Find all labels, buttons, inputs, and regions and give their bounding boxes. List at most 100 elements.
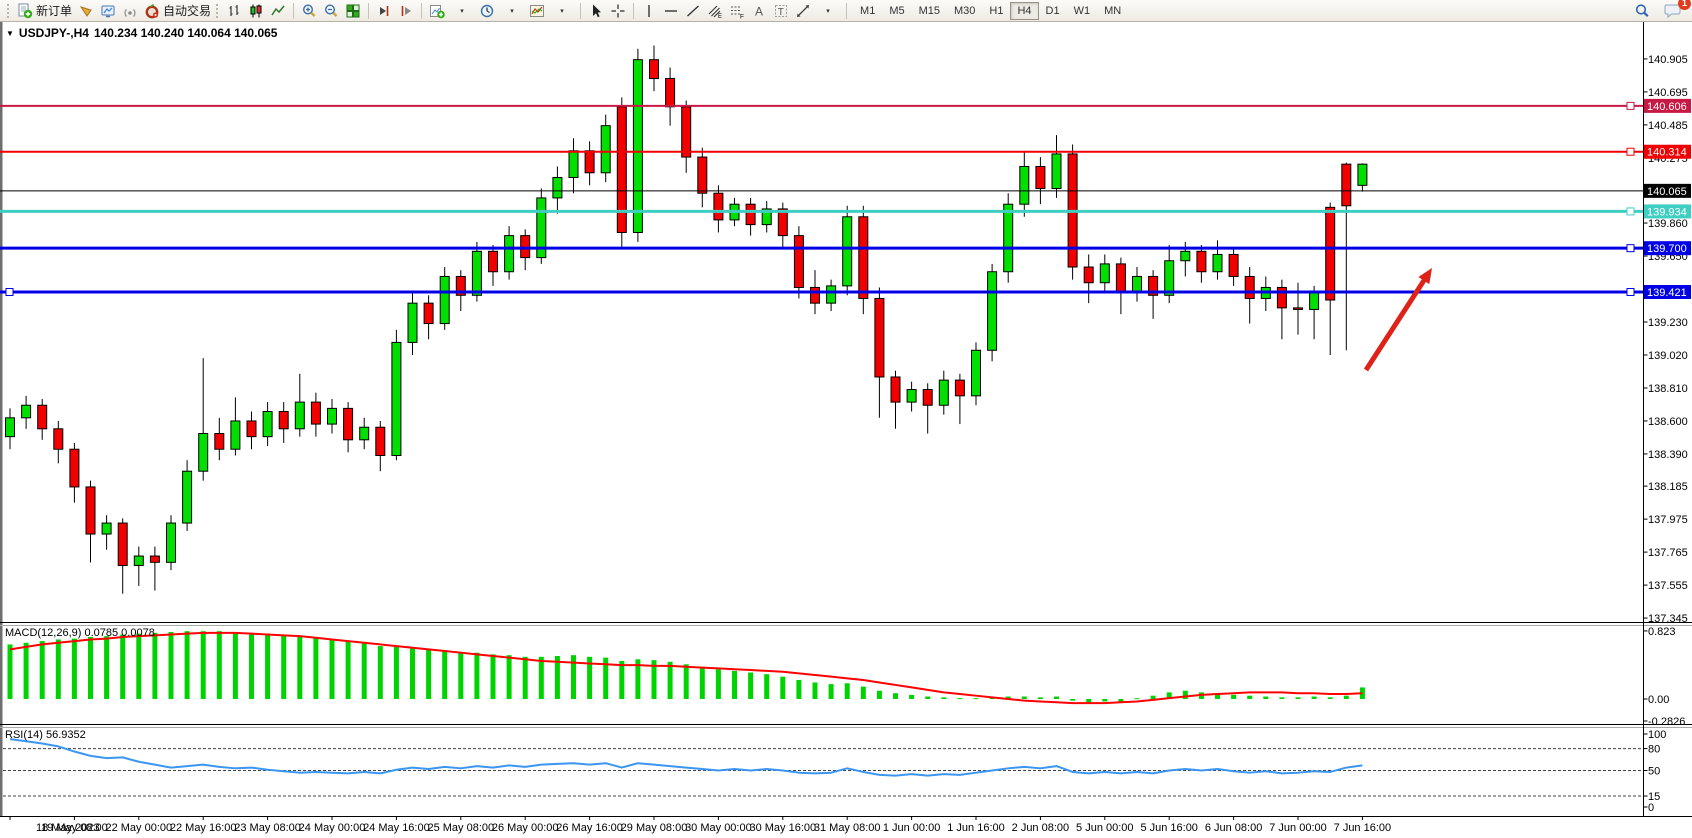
autotrading-button[interactable]: 自动交易 <box>141 1 214 21</box>
toolbar-grabber[interactable] <box>7 3 12 18</box>
trend-arrow-annotation[interactable] <box>1363 268 1432 372</box>
svg-text:24 May 00:00: 24 May 00:00 <box>299 822 366 834</box>
bar-chart-button[interactable] <box>223 1 245 21</box>
macd-bar <box>216 631 222 699</box>
macd-bar <box>876 690 882 699</box>
candlestick-chart-button[interactable] <box>245 1 267 21</box>
tf-button-M1[interactable]: M1 <box>853 2 882 20</box>
toolbar-grabber[interactable] <box>216 3 221 18</box>
new-order-label: 新订单 <box>36 4 73 18</box>
tf-button-M30[interactable]: M30 <box>947 2 982 20</box>
macd-bar <box>1086 699 1092 703</box>
price-tag <box>1644 144 1691 159</box>
indicators-button[interactable] <box>426 1 448 21</box>
signals-button[interactable] <box>119 1 141 21</box>
zoom-out-button[interactable] <box>320 1 342 21</box>
crosshair-button[interactable] <box>607 1 629 21</box>
tf-button-M5[interactable]: M5 <box>882 2 911 20</box>
arrows-dropdown-caret[interactable]: ▾ <box>826 7 830 15</box>
svg-text:18 May 2023: 18 May 2023 <box>36 822 100 834</box>
periods-button[interactable] <box>476 1 498 21</box>
timeframe-bar: M1 M5 M15 M30 H1 H4 D1 W1 MN <box>853 1 1128 20</box>
candle <box>954 373 965 425</box>
line-handle[interactable] <box>1626 147 1635 156</box>
candle <box>1132 267 1142 302</box>
macd-bar <box>909 694 915 699</box>
macd-panel: 0.823 0.00 -0.2826 <box>7 626 1685 728</box>
tf-button-H1[interactable]: H1 <box>982 2 1010 20</box>
tf-button-H4[interactable]: H4 <box>1010 1 1039 20</box>
candle <box>826 279 837 312</box>
fibonacci-button[interactable]: F <box>726 1 748 21</box>
notification-badge[interactable]: 1 <box>1678 0 1691 10</box>
macd-bar <box>23 642 29 699</box>
arrows-tool-button[interactable] <box>792 1 814 21</box>
candle <box>1164 245 1175 304</box>
svg-text:26 May 00:00: 26 May 00:00 <box>492 822 559 834</box>
horizontal-line-140.606[interactable]: 140.606 <box>0 98 1691 113</box>
horizontal-line-button[interactable] <box>660 1 682 21</box>
svg-text:140.606: 140.606 <box>1647 101 1687 113</box>
templates-button[interactable] <box>526 1 548 21</box>
macd-bar <box>1182 690 1188 699</box>
horizontal-line-140.314[interactable]: 140.314 <box>0 144 1691 159</box>
macd-bar <box>651 660 657 699</box>
macd-bar <box>1037 697 1043 699</box>
macd-bar <box>925 696 931 699</box>
periods-dropdown-caret[interactable]: ▾ <box>510 7 514 15</box>
text-button[interactable]: A <box>748 1 770 21</box>
line-handle[interactable] <box>1626 207 1635 216</box>
horizontal-line-139.700[interactable]: 139.700 <box>0 241 1691 256</box>
line-handle[interactable] <box>1626 244 1635 253</box>
candle <box>777 202 788 249</box>
auto-scroll-button[interactable] <box>373 1 395 21</box>
tf-button-D1[interactable]: D1 <box>1039 2 1067 20</box>
trendline-button[interactable] <box>682 1 704 21</box>
horizontal-line-icon <box>663 3 679 19</box>
svg-text:F: F <box>740 13 744 19</box>
price-tag <box>1644 204 1691 219</box>
macd-bar <box>345 641 351 699</box>
zoom-in-button[interactable] <box>298 1 320 21</box>
new-chart-button[interactable] <box>97 1 119 21</box>
indicators-icon <box>429 3 445 19</box>
market-depth-button[interactable] <box>75 1 97 21</box>
toolbar-separator <box>633 2 635 19</box>
templates-icon <box>529 3 545 19</box>
cursor-button[interactable] <box>585 1 607 21</box>
indicators-dropdown-caret[interactable]: ▾ <box>460 7 464 15</box>
tf-button-W1[interactable]: W1 <box>1067 2 1098 20</box>
search-button[interactable] <box>1631 1 1653 21</box>
svg-text:138.185: 138.185 <box>1648 481 1688 493</box>
price-tag <box>1644 98 1691 113</box>
candlestick-chart-icon <box>248 3 264 19</box>
tf-button-M15[interactable]: M15 <box>912 2 947 20</box>
rsi-indicator-label: RSI(14) 56.9352 <box>5 729 86 741</box>
new-order-button[interactable]: 新订单 <box>14 1 75 21</box>
tile-windows-button[interactable] <box>342 1 364 21</box>
templates-dropdown-caret[interactable]: ▾ <box>560 7 564 15</box>
line-handle[interactable] <box>1626 288 1635 296</box>
candle <box>133 546 144 586</box>
candlestick-series <box>5 45 1368 594</box>
line-handle[interactable] <box>1626 101 1635 110</box>
svg-text:140.314: 140.314 <box>1647 147 1687 159</box>
candle <box>359 417 370 450</box>
macd-bar <box>377 646 383 699</box>
zoom-out-icon <box>323 3 339 19</box>
horizontal-line-139.934[interactable]: 139.934 <box>0 204 1691 219</box>
text-label-button[interactable]: T <box>770 1 792 21</box>
chart-shift-button[interactable] <box>395 1 417 21</box>
tf-button-MN[interactable]: MN <box>1097 2 1128 20</box>
candle <box>1035 157 1046 205</box>
line-handle[interactable] <box>5 288 14 296</box>
svg-text:0.00: 0.00 <box>1648 694 1669 706</box>
vertical-line-button[interactable] <box>638 1 660 21</box>
collapse-chart-icon[interactable]: ▼ <box>6 28 14 38</box>
horizontal-line-139.421[interactable]: 139.421 <box>0 285 1691 299</box>
svg-text:140.065: 140.065 <box>1647 186 1687 198</box>
macd-bar <box>732 670 737 699</box>
line-chart-button[interactable] <box>267 1 289 21</box>
equidistant-channel-button[interactable]: E <box>704 1 726 21</box>
